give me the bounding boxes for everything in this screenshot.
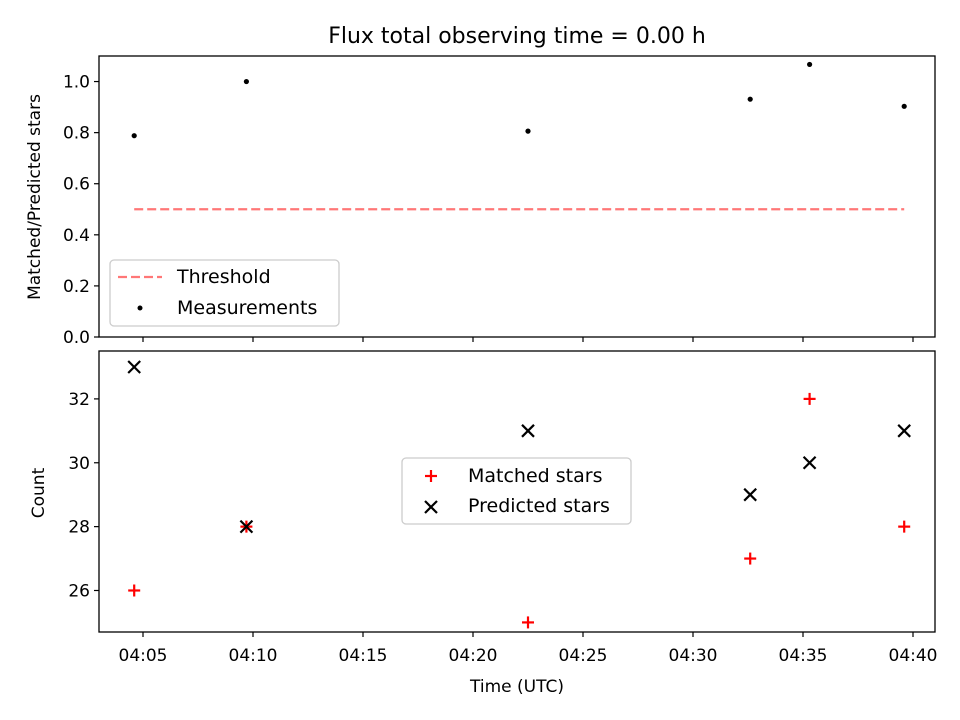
measurement-point [807, 61, 813, 68]
top-y-tick-label: 1.0 [63, 73, 90, 93]
top-legend-measurements-swatch [137, 305, 143, 311]
x-axis-label: Time (UTC) [469, 677, 564, 697]
bottom-y-tick-label: 28 [68, 518, 90, 538]
top-axes-frame [98, 55, 936, 338]
matched-star-point [128, 584, 141, 597]
bottom-legend: Matched stars Predicted stars [401, 457, 632, 525]
bottom-legend-box [401, 457, 632, 525]
predicted-star-point [239, 519, 254, 534]
top-legend-measurements-label: Measurements [177, 297, 317, 319]
x-tick-label: 04:25 [559, 646, 608, 666]
top-legend-box [109, 259, 340, 327]
bottom-y-axis-label: Count [29, 467, 49, 518]
x-tick-label: 04:40 [889, 646, 938, 666]
x-tick-label: 04:35 [779, 646, 828, 666]
top-legend-threshold-label: Threshold [176, 266, 271, 288]
top-y-tick-label: 0.6 [63, 175, 90, 195]
x-tick-label: 04:20 [449, 646, 498, 666]
matched-star-point [803, 392, 816, 405]
bottom-plot-marks [127, 360, 911, 629]
x-tick-label: 04:05 [119, 646, 168, 666]
bottom-ticks: 26 28 30 32 04:05 04:10 04:15 04:20 04:25 04:30 04… [68, 390, 937, 666]
measurement-point [131, 133, 137, 139]
top-y-ticks: 0.0 0.2 0.4 0.6 0.8 1.0 [63, 73, 914, 348]
measurement-point [901, 103, 907, 109]
top-legend: Threshold Measurements [109, 259, 340, 327]
bottom-axes-frame [98, 350, 936, 633]
measurement-point [243, 78, 249, 85]
predicted-star-point [802, 455, 817, 470]
bottom-legend-predicted-label: Predicted stars [468, 495, 610, 517]
top-chart-title: Flux total observing time = 0.00 h [328, 24, 706, 49]
bottom-y-tick-label: 30 [68, 454, 90, 474]
bottom-y-tick-label: 32 [68, 390, 90, 410]
x-tick-label: 04:30 [669, 646, 718, 666]
top-y-tick-label: 0.2 [63, 277, 90, 297]
bottom-y-tick-label: 26 [68, 581, 90, 601]
predicted-star-point [127, 360, 141, 374]
matched-star-point [744, 552, 757, 565]
measurement-point [525, 128, 531, 134]
x-tick-label: 04:15 [339, 646, 388, 666]
predicted-star-point [743, 487, 757, 502]
bottom-legend-predicted-swatch [424, 500, 438, 514]
bottom-legend-matched-label: Matched stars [468, 465, 602, 487]
matched-star-point [522, 616, 534, 629]
predicted-star-point [521, 424, 535, 438]
top-plot-marks [131, 61, 907, 211]
x-tick-label: 04:10 [229, 646, 278, 666]
predicted-star-point [897, 424, 911, 438]
matched-star-point [898, 520, 911, 533]
top-y-axis-label: Matched/Predicted stars [25, 94, 45, 300]
top-y-tick-label: 0.4 [63, 226, 90, 246]
top-y-tick-label: 0.8 [63, 124, 90, 144]
bottom-legend-matched-swatch [425, 470, 437, 482]
top-y-tick-label: 0.0 [63, 328, 90, 348]
measurement-point [747, 96, 753, 102]
